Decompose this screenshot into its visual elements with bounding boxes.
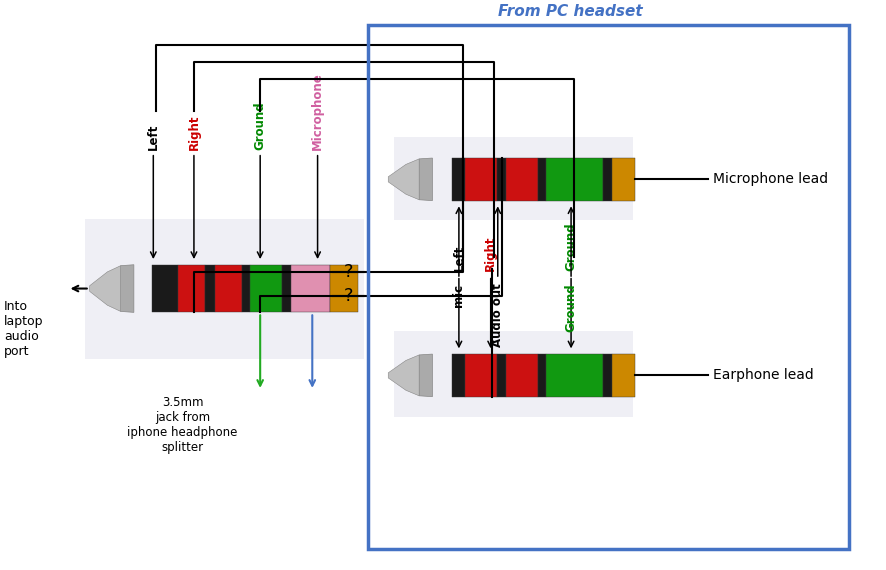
Bar (611, 158, 634, 201)
Bar (506, 354, 538, 397)
Bar (242, 264, 251, 312)
Bar (611, 354, 634, 397)
Bar (602, 354, 611, 397)
Bar (538, 158, 547, 201)
Polygon shape (388, 354, 432, 397)
Text: Left: Left (453, 245, 465, 271)
Text: Microphone: Microphone (311, 72, 324, 150)
Text: ?: ? (344, 263, 354, 281)
Text: 3.5mm
jack from
iphone headphone
splitter: 3.5mm jack from iphone headphone splitte… (128, 396, 237, 454)
Text: ?: ? (344, 287, 354, 305)
Bar (497, 158, 506, 201)
Text: From PC headset: From PC headset (498, 3, 642, 19)
Polygon shape (419, 158, 432, 201)
Bar (547, 354, 602, 397)
Bar (205, 264, 215, 312)
Bar (452, 354, 465, 397)
Text: Earphone lead: Earphone lead (713, 368, 814, 382)
Bar (465, 158, 497, 201)
Bar (178, 264, 205, 312)
Bar (291, 264, 330, 312)
Bar (85, 218, 363, 359)
Bar (152, 264, 178, 312)
Bar (368, 25, 850, 549)
Bar (465, 354, 497, 397)
Bar (497, 354, 506, 397)
Bar (251, 264, 283, 312)
Text: Right: Right (484, 235, 497, 271)
Text: Audio out: Audio out (491, 283, 504, 347)
Text: Ground: Ground (564, 222, 578, 271)
Text: Ground: Ground (253, 101, 267, 150)
Polygon shape (388, 158, 432, 201)
Polygon shape (419, 354, 432, 397)
Bar (283, 264, 291, 312)
Bar (215, 264, 242, 312)
Text: Ground: Ground (564, 283, 578, 332)
Polygon shape (388, 355, 419, 396)
Bar (394, 137, 633, 220)
Text: mic: mic (453, 283, 465, 307)
Polygon shape (89, 266, 120, 311)
Text: Left: Left (147, 124, 159, 150)
Text: Into
laptop
audio
port: Into laptop audio port (4, 300, 43, 358)
Bar (452, 158, 465, 201)
Polygon shape (89, 264, 134, 312)
Polygon shape (388, 159, 419, 199)
Text: Microphone lead: Microphone lead (713, 172, 828, 186)
Bar (506, 158, 538, 201)
Polygon shape (120, 264, 134, 312)
Bar (394, 331, 633, 417)
Bar (538, 354, 547, 397)
Bar (547, 158, 602, 201)
Text: Right: Right (188, 115, 200, 150)
Bar (330, 264, 358, 312)
Bar (602, 158, 611, 201)
